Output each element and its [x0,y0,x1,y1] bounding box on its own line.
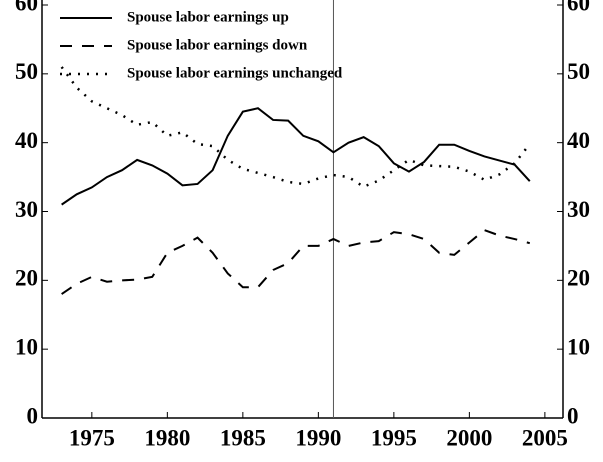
y-tick-label: 40 [567,128,590,153]
x-tick-label: 1990 [295,425,341,450]
x-tick-label: 1985 [220,425,266,450]
y-tick-label: 60 [15,0,38,15]
series-line [61,228,531,295]
y-tick-label: 30 [567,197,590,222]
y-tick-label: 60 [567,0,590,15]
x-tick-label: 2000 [446,425,492,450]
y-tick-label: 20 [15,266,38,291]
legend-label: Spouse labor earnings up [127,9,289,25]
y-tick-label: 0 [567,403,579,428]
series-line [61,107,531,206]
y-tick-label: 30 [15,197,38,222]
x-tick-label: 1980 [144,425,190,450]
y-tick-label: 0 [27,403,39,428]
legend-label: Spouse labor earnings down [127,37,308,53]
y-tick-label: 50 [15,59,38,84]
y-tick-label: 50 [567,59,590,84]
y-tick-label: 40 [15,128,38,153]
x-tick-label: 1975 [69,425,115,450]
x-tick-label: 2005 [522,425,568,450]
series-line [60,66,531,189]
y-tick-label: 10 [567,334,590,359]
y-tick-label: 20 [567,266,590,291]
x-tick-label: 1995 [371,425,417,450]
legend-label: Spouse labor earnings unchanged [127,65,343,81]
y-tick-label: 10 [15,334,38,359]
